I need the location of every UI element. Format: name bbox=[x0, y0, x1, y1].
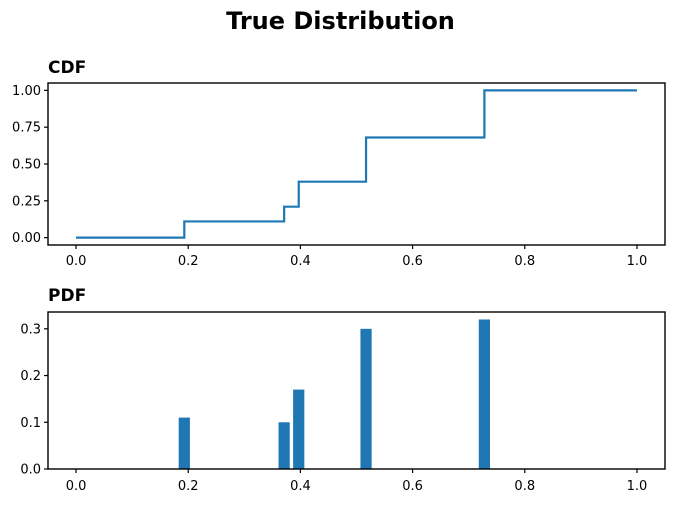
x-tick-label: 0.4 bbox=[290, 254, 311, 269]
pdf-axes-title: PDF bbox=[48, 286, 87, 306]
cdf-axes-title: CDF bbox=[48, 58, 87, 78]
pdf-bar bbox=[278, 422, 290, 469]
cdf-axes-box bbox=[47, 82, 666, 246]
x-tick-label: 1.0 bbox=[627, 479, 648, 494]
y-tick-label: 0.50 bbox=[12, 158, 41, 173]
pdf-bar bbox=[178, 417, 190, 469]
x-tick-label: 0.2 bbox=[178, 479, 199, 494]
y-tick-label: 0.00 bbox=[12, 231, 41, 246]
x-tick-label: 0.0 bbox=[66, 479, 87, 494]
y-tick-label: 1.00 bbox=[12, 84, 41, 99]
y-tick-label: 0.25 bbox=[12, 194, 41, 209]
figure-title: True Distribution bbox=[226, 7, 455, 35]
y-tick-label: 0.2 bbox=[20, 369, 41, 384]
pdf-bar bbox=[360, 328, 372, 469]
y-tick-label: 0.0 bbox=[20, 463, 41, 478]
pdf-bar bbox=[293, 389, 305, 469]
pdf-axes-box bbox=[47, 311, 666, 470]
x-tick-label: 0.2 bbox=[178, 254, 199, 269]
pdf-bar bbox=[478, 319, 490, 469]
y-tick-label: 0.3 bbox=[20, 322, 41, 337]
x-tick-label: 0.0 bbox=[66, 254, 87, 269]
x-tick-label: 0.6 bbox=[402, 479, 423, 494]
x-tick-label: 0.4 bbox=[290, 479, 311, 494]
x-tick-label: 0.6 bbox=[402, 254, 423, 269]
pdf-chart: 0.0 0.2 0.4 0.6 0.8 1.0 0.0 0.1 0.2 0.3 bbox=[20, 311, 666, 494]
y-tick-label: 0.1 bbox=[20, 416, 41, 431]
x-tick-label: 1.0 bbox=[627, 254, 648, 269]
x-tick-label: 0.8 bbox=[514, 254, 535, 269]
x-tick-label: 0.8 bbox=[514, 479, 535, 494]
cdf-chart: 0.0 0.2 0.4 0.6 0.8 1.0 0.00 0.25 0.50 0.75 1.00 bbox=[12, 82, 666, 269]
cdf-step-line bbox=[76, 89, 637, 239]
y-tick-label: 0.75 bbox=[12, 121, 41, 136]
